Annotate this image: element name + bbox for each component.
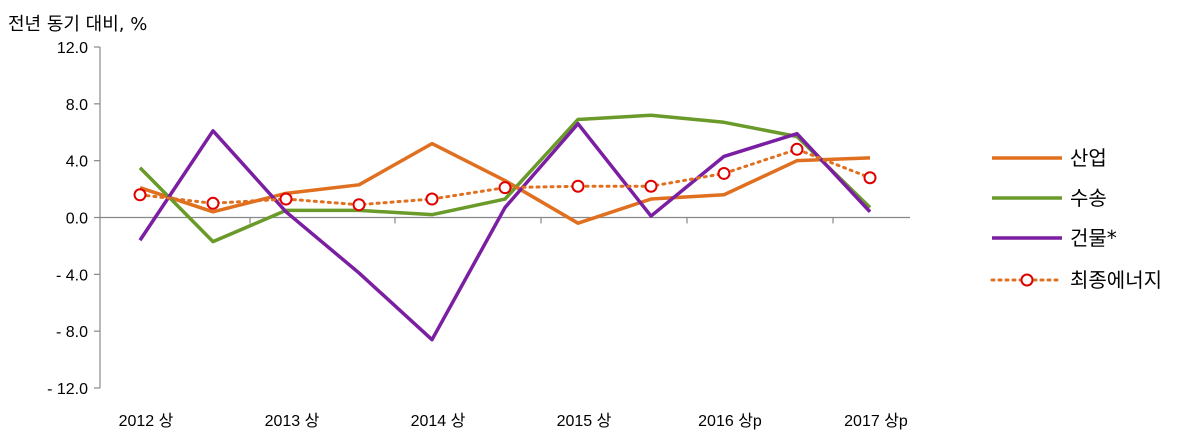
series-line-2 [138,121,872,342]
x-tick-label: 2015 상 [557,412,612,430]
legend-label: 최종에너지 [1070,268,1162,292]
y-tick-label: 12.0 [57,40,88,57]
data-point [571,179,585,193]
series-group [133,113,877,342]
axes [99,47,910,388]
data-point [644,179,658,193]
data-point [863,171,877,185]
y-tick-label: 0.0 [66,211,88,228]
x-tick-label: 2014 상 [411,412,466,430]
legend-label: 산업 [1070,146,1107,170]
data-point [498,181,512,195]
y-axis-unit-label: 전년 동기 대비, % [8,14,148,35]
y-tick-label: - 8.0 [56,324,88,341]
data-point [717,166,731,180]
data-point [352,198,366,212]
y-tick-label: - 4.0 [56,267,88,284]
legend-label: 수송 [1070,186,1107,210]
data-point [279,192,293,206]
series-line-0 [139,141,871,225]
y-axis-ticks: 12.0 8.0 4.0 0.0 - 4.0 - 8.0 - 12.0 [47,40,100,398]
legend-marker [1020,273,1034,287]
x-tick-label: 2012 상 [119,412,174,430]
data-point [206,196,220,210]
x-axis-ticks: 2012 상 2013 상 2014 상 2015 상 2016 상p 2017 상p [119,412,908,430]
series-line-1 [138,113,872,244]
y-tick-label: 8.0 [66,97,88,114]
x-tick-label: 2013 상 [265,412,320,430]
y-tick-label: 4.0 [66,154,88,171]
y-tick-label: - 12.0 [47,381,88,398]
data-point [133,188,147,202]
data-point [425,192,439,206]
x-tick-label: 2017 상p [844,412,908,430]
legend-label: 건물* [1070,226,1117,250]
data-point [790,142,804,156]
x-tick-label: 2016 상p [698,412,762,430]
